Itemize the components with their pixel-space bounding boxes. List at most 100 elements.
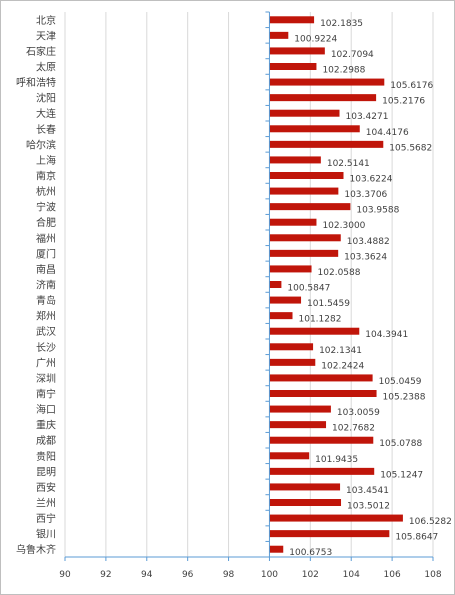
category-labels: 北京天津石家庄太原呼和浩特沈阳大连长春哈尔滨上海南京杭州宁波合肥福州厦门南昌济南… <box>16 14 56 556</box>
bar <box>269 390 377 397</box>
bar <box>269 234 341 242</box>
bar <box>269 499 342 506</box>
gridlines <box>64 12 434 557</box>
value-label: 103.9588 <box>356 206 399 216</box>
axes <box>64 11 434 561</box>
value-label: 103.3706 <box>344 190 387 200</box>
x-tick-label: 92 <box>100 570 111 580</box>
category-label: 南宁 <box>36 388 56 401</box>
bar <box>269 514 403 522</box>
value-label: 103.5012 <box>347 502 390 512</box>
bar <box>269 312 293 320</box>
bar <box>269 405 331 413</box>
bar <box>269 296 302 304</box>
bar <box>269 109 340 117</box>
bar <box>269 467 375 475</box>
category-label: 南昌 <box>36 263 56 276</box>
category-label: 西安 <box>36 481 56 494</box>
bar <box>269 265 312 273</box>
bar <box>269 358 316 366</box>
value-label: 104.4176 <box>366 128 409 138</box>
value-label: 101.1282 <box>299 315 342 325</box>
category-label: 哈尔滨 <box>26 138 56 151</box>
bar <box>269 530 390 538</box>
value-label: 100.9224 <box>294 34 337 44</box>
value-label: 100.5847 <box>287 284 330 294</box>
category-label: 石家庄 <box>26 45 56 58</box>
value-label: 103.4541 <box>346 486 389 496</box>
value-label: 103.3624 <box>344 252 387 262</box>
x-tick-label: 100 <box>261 570 278 580</box>
x-tick-label: 98 <box>223 570 235 580</box>
value-label: 104.3941 <box>365 330 408 340</box>
category-label: 兰州 <box>36 497 56 510</box>
bar <box>269 281 282 288</box>
x-tick-label: 102 <box>302 570 319 580</box>
bar <box>269 140 384 148</box>
category-label: 宁波 <box>36 201 56 214</box>
bar <box>269 327 360 335</box>
category-label: 西宁 <box>36 512 56 525</box>
category-label: 南京 <box>36 170 56 183</box>
bars <box>269 16 403 553</box>
value-label: 102.1341 <box>319 346 362 356</box>
value-label: 102.7094 <box>331 50 374 60</box>
value-label: 102.3000 <box>322 221 365 231</box>
value-label: 105.2176 <box>382 97 425 107</box>
category-label: 昆明 <box>36 466 56 478</box>
value-label: 102.1835 <box>320 19 363 29</box>
value-label: 102.2988 <box>322 66 365 76</box>
category-label: 太原 <box>36 61 56 74</box>
bar <box>269 249 339 257</box>
bar <box>269 343 314 351</box>
bar <box>269 156 321 164</box>
x-tick-labels: 90 92 94 96 98 100 102 104 106 108 <box>59 570 442 580</box>
bar <box>269 172 344 179</box>
x-tick-label: 104 <box>343 570 360 580</box>
category-label: 广州 <box>36 357 56 369</box>
category-label: 海口 <box>36 403 56 416</box>
category-label: 合肥 <box>36 216 56 229</box>
value-label: 105.0788 <box>379 439 422 449</box>
bar <box>269 374 373 382</box>
x-tick-label: 106 <box>384 570 401 580</box>
x-tick-label: 96 <box>182 570 194 580</box>
category-label: 武汉 <box>36 325 56 338</box>
category-label: 天津 <box>36 30 56 42</box>
value-label: 103.0059 <box>337 408 380 418</box>
category-label: 重庆 <box>36 419 56 432</box>
category-label: 北京 <box>36 14 56 27</box>
value-label: 106.5282 <box>409 517 452 527</box>
category-label: 乌鲁木齐 <box>16 543 56 556</box>
value-label: 102.5141 <box>327 159 370 169</box>
bar <box>269 125 360 133</box>
category-label: 济南 <box>36 279 56 292</box>
value-label: 103.6224 <box>350 175 393 185</box>
value-label: 105.6176 <box>390 81 433 91</box>
x-tick-label: 94 <box>141 570 153 580</box>
value-label: 105.1247 <box>380 470 423 480</box>
category-label: 长春 <box>36 124 56 136</box>
bar <box>269 483 341 491</box>
value-label: 102.2424 <box>321 361 364 371</box>
bar <box>269 63 317 70</box>
bar <box>269 203 351 211</box>
category-label: 上海 <box>36 154 56 167</box>
category-label: 长沙 <box>36 342 56 354</box>
value-label: 103.4882 <box>347 237 390 247</box>
bar <box>269 545 284 553</box>
value-labels: 102.1835 100.9224 102.7094 102.2988 105.6176… <box>287 19 451 558</box>
value-label: 102.7682 <box>332 424 375 434</box>
value-label: 105.2388 <box>383 393 426 403</box>
category-label: 沈阳 <box>36 92 56 105</box>
value-label: 105.0459 <box>379 377 422 387</box>
category-label: 大连 <box>36 107 56 120</box>
value-label: 100.6753 <box>289 548 332 558</box>
value-label: 105.8647 <box>395 533 438 543</box>
category-label: 银川 <box>36 528 56 541</box>
category-label: 深圳 <box>36 373 56 385</box>
bar <box>269 436 374 444</box>
value-label: 105.5682 <box>389 143 432 153</box>
